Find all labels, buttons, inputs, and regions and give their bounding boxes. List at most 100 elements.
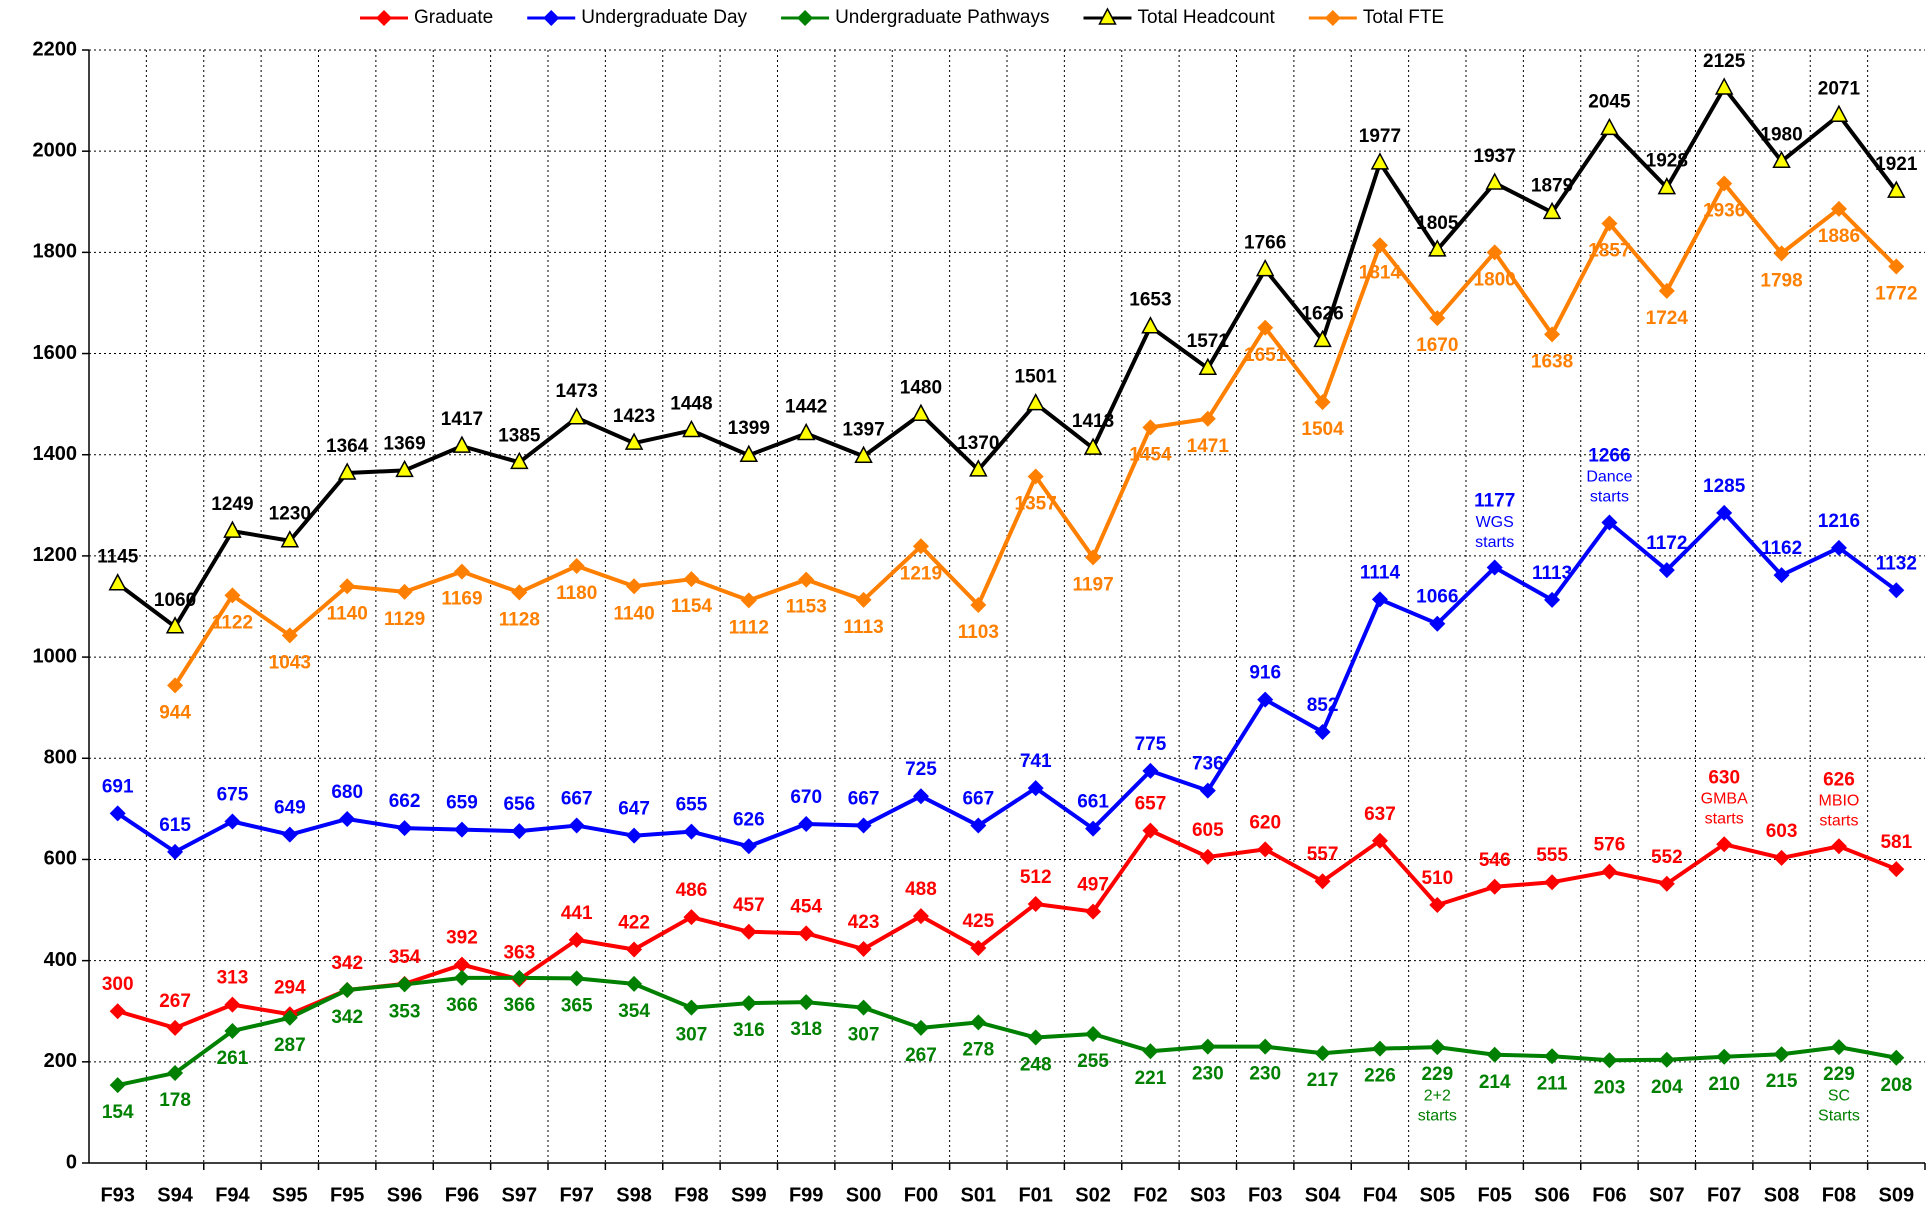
value-label: 2045 bbox=[1588, 91, 1631, 112]
marker bbox=[396, 583, 413, 600]
series-line bbox=[116, 85, 1898, 629]
y-tick-label: 800 bbox=[44, 747, 77, 769]
legend-marker bbox=[543, 10, 560, 26]
marker bbox=[224, 1022, 241, 1039]
value-label: 267 bbox=[905, 1045, 937, 1066]
marker bbox=[1314, 873, 1331, 890]
value-label: 1140 bbox=[613, 603, 654, 624]
series-line bbox=[116, 510, 1898, 854]
marker bbox=[1085, 820, 1102, 837]
marker bbox=[740, 923, 757, 940]
value-label: 775 bbox=[1135, 734, 1167, 755]
value-label: 1571 bbox=[1187, 331, 1230, 352]
marker bbox=[167, 677, 184, 694]
value-label: 675 bbox=[217, 785, 249, 806]
marker bbox=[855, 941, 872, 958]
marker bbox=[1257, 841, 1274, 858]
x-tick-label: S97 bbox=[502, 1184, 538, 1206]
value-label: 204 bbox=[1651, 1077, 1683, 1098]
marker bbox=[683, 823, 700, 840]
value-label: 661 bbox=[1077, 792, 1109, 813]
marker bbox=[854, 445, 873, 463]
marker bbox=[1257, 319, 1274, 336]
x-tick-label: S98 bbox=[616, 1184, 652, 1206]
value-label: 1423 bbox=[613, 406, 655, 427]
marker bbox=[1714, 77, 1734, 95]
x-tick-label: F95 bbox=[330, 1184, 364, 1206]
marker bbox=[1026, 393, 1045, 411]
marker bbox=[682, 419, 701, 438]
value-label: 1364 bbox=[326, 436, 369, 457]
marker bbox=[1199, 782, 1216, 799]
value-label: 1180 bbox=[556, 583, 597, 604]
value-label: 1454 bbox=[1129, 444, 1172, 465]
value-label: 316 bbox=[733, 1020, 765, 1041]
x-tick-label: S95 bbox=[272, 1184, 308, 1206]
annotation: 2+2 bbox=[1424, 1087, 1451, 1104]
marker bbox=[1142, 762, 1159, 779]
value-label: 1369 bbox=[383, 433, 425, 454]
value-label: 1153 bbox=[786, 597, 827, 618]
value-label: 1471 bbox=[1187, 436, 1230, 457]
marker bbox=[109, 805, 126, 822]
value-label: 691 bbox=[102, 776, 134, 797]
value-label: 1480 bbox=[900, 377, 942, 398]
marker bbox=[1716, 175, 1733, 192]
value-label: 454 bbox=[790, 896, 822, 917]
marker bbox=[1486, 559, 1503, 576]
value-label: 1886 bbox=[1818, 226, 1860, 247]
marker bbox=[796, 422, 816, 441]
marker bbox=[108, 573, 127, 591]
value-label: 512 bbox=[1020, 867, 1052, 888]
marker bbox=[1085, 903, 1102, 920]
annotation: starts bbox=[1475, 534, 1514, 551]
x-tick-label: S07 bbox=[1649, 1184, 1685, 1206]
x-tick-label: S94 bbox=[157, 1184, 193, 1206]
value-label: 1145 bbox=[97, 547, 139, 568]
value-label: 1626 bbox=[1301, 303, 1343, 324]
marker bbox=[339, 578, 356, 595]
marker bbox=[1658, 282, 1675, 299]
marker bbox=[1600, 117, 1619, 136]
marker bbox=[1142, 419, 1159, 436]
value-label: 261 bbox=[217, 1048, 249, 1069]
x-tick-label: S99 bbox=[731, 1184, 767, 1206]
value-label: 294 bbox=[274, 977, 306, 998]
value-label: 615 bbox=[159, 815, 191, 836]
value-label: 1169 bbox=[441, 589, 482, 610]
value-label: 510 bbox=[1421, 868, 1453, 889]
marker bbox=[337, 462, 357, 480]
marker bbox=[1085, 1025, 1102, 1042]
value-label: 667 bbox=[962, 789, 994, 810]
value-label: 1397 bbox=[842, 419, 884, 440]
value-label: 1285 bbox=[1703, 476, 1746, 497]
value-label: 1122 bbox=[212, 612, 253, 633]
marker bbox=[1257, 1038, 1274, 1055]
value-label: 486 bbox=[676, 880, 708, 901]
value-label: 363 bbox=[503, 942, 535, 963]
value-label: 2071 bbox=[1818, 78, 1861, 99]
marker bbox=[339, 981, 356, 998]
value-label: 581 bbox=[1880, 832, 1912, 853]
value-label: 248 bbox=[1020, 1055, 1052, 1076]
marker bbox=[1199, 1038, 1216, 1055]
value-label: 1442 bbox=[785, 396, 827, 417]
marker bbox=[567, 407, 586, 425]
marker bbox=[969, 459, 988, 477]
marker bbox=[855, 817, 872, 834]
marker bbox=[740, 995, 757, 1012]
value-label: 603 bbox=[1766, 821, 1798, 842]
value-label: 1800 bbox=[1474, 269, 1516, 290]
legend-marker bbox=[797, 10, 814, 26]
value-label: 1766 bbox=[1244, 233, 1286, 254]
marker bbox=[224, 813, 241, 830]
marker bbox=[453, 821, 470, 838]
marker bbox=[1830, 1039, 1847, 1056]
marker bbox=[396, 976, 413, 993]
y-tick-label: 1400 bbox=[33, 443, 78, 465]
value-label: 1066 bbox=[1416, 587, 1458, 608]
value-label: 637 bbox=[1364, 804, 1396, 825]
value-label: 605 bbox=[1192, 820, 1224, 841]
marker bbox=[1255, 258, 1275, 277]
x-tick-label: S02 bbox=[1075, 1184, 1111, 1206]
